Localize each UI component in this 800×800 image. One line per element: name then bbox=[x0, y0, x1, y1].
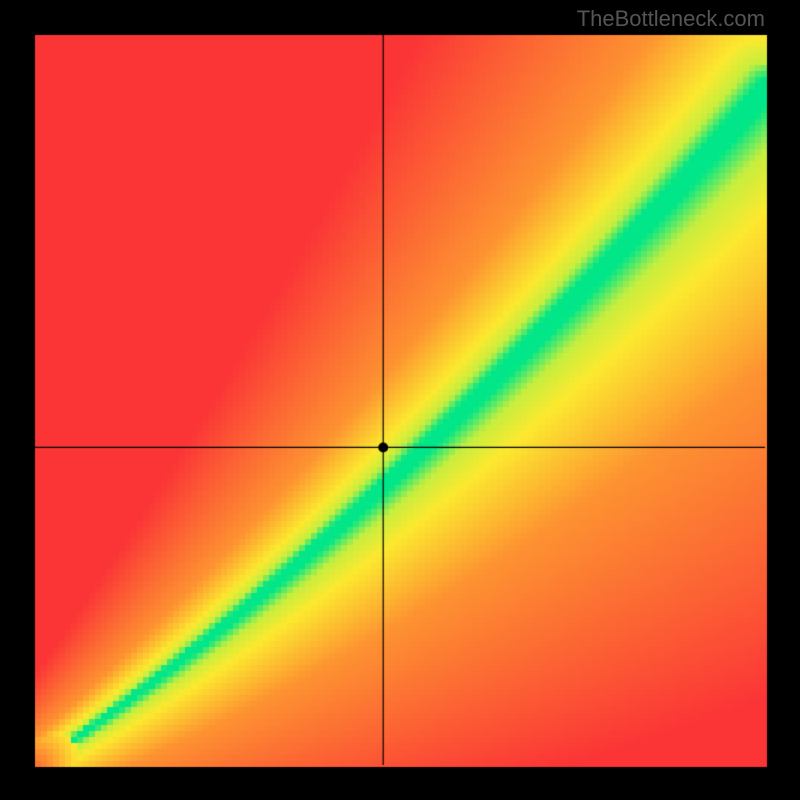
bottleneck-heatmap-canvas bbox=[0, 0, 800, 800]
watermark-text: TheBottleneck.com bbox=[577, 6, 765, 32]
chart-container: TheBottleneck.com bbox=[0, 0, 800, 800]
